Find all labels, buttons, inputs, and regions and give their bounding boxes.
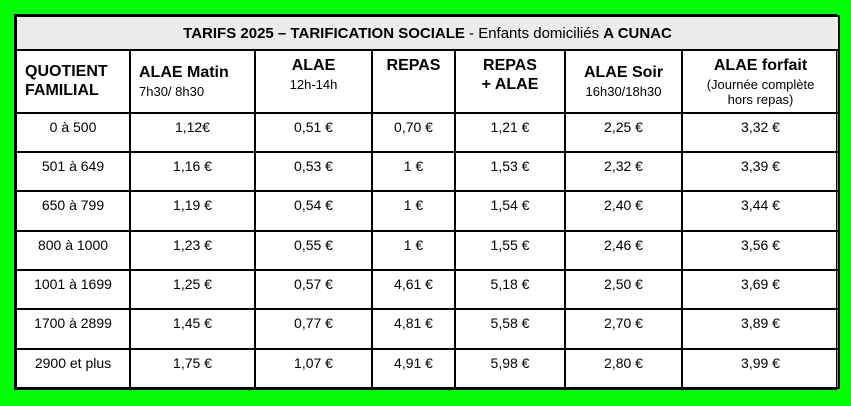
price-cell: 0,70 € (371, 111, 456, 154)
price-cell: 2,50 € (564, 269, 683, 311)
price-cell: 1 € (371, 190, 456, 232)
col-header-label: ALAE (291, 57, 336, 75)
price-cell: 1,75 € (129, 347, 256, 390)
title-main: TARIFS 2025 – TARIFICATION SOCIALE (183, 24, 465, 42)
price-cell: 4,61 € (371, 269, 456, 311)
table-row: 0 à 500 1,12€ 0,51 € 0,70 € 1,21 € 2,25 … (15, 111, 841, 154)
price-cell: 2,80 € (564, 347, 683, 390)
price-cell: 2,32 € (564, 151, 683, 193)
price-cell: 1,55 € (454, 229, 566, 272)
price-cell: 1,12€ (129, 111, 256, 154)
row-label-quotient: 2900 et plus (15, 347, 131, 390)
price-cell: 1,21 € (454, 111, 566, 154)
col-header-label: ALAE forfait (713, 57, 808, 75)
price-cell: 1,54 € (454, 190, 566, 232)
price-cell: 3,44 € (680, 190, 841, 232)
col-header-note: (Journée complète hors repas) (706, 77, 815, 108)
price-cell: 0,77 € (254, 308, 373, 350)
row-label-quotient: 0 à 500 (15, 111, 131, 154)
price-cell: 5,58 € (454, 308, 566, 350)
table-row: 650 à 799 1,19 € 0,54 € 1 € 1,54 € 2,40 … (15, 190, 841, 232)
col-header-label: REPAS + ALAE (481, 57, 539, 94)
price-cell: 2,46 € (564, 229, 683, 272)
price-cell: 1 € (371, 151, 456, 193)
tarifs-table-container: TARIFS 2025 – TARIFICATION SOCIALE - Enf… (14, 14, 841, 390)
tarifs-table: TARIFS 2025 – TARIFICATION SOCIALE - Enf… (14, 14, 841, 390)
col-header-hours: 12h-14h (289, 77, 338, 93)
col-header-quotient-familial: QUOTIENT FAMILIAL (15, 49, 131, 114)
title-location: A CUNAC (603, 24, 672, 42)
col-header-label: ALAE Soir (583, 63, 664, 81)
table-row: 2900 et plus 1,75 € 1,07 € 4,91 € 5,98 €… (15, 347, 841, 390)
col-header-hours: 16h30/18h30 (585, 83, 662, 99)
col-header-alae-midi: ALAE 12h-14h (254, 49, 373, 114)
price-cell: 0,55 € (254, 229, 373, 272)
price-cell: 3,39 € (680, 151, 841, 193)
price-cell: 1 € (371, 229, 456, 272)
price-cell: 0,53 € (254, 151, 373, 193)
table-title: TARIFS 2025 – TARIFICATION SOCIALE - Enf… (14, 14, 841, 52)
price-cell: 0,57 € (254, 269, 373, 311)
col-header-alae-soir: ALAE Soir 16h30/18h30 (564, 49, 683, 114)
table-row: 501 à 649 1,16 € 0,53 € 1 € 1,53 € 2,32 … (15, 151, 841, 193)
price-cell: 1,45 € (129, 308, 256, 350)
price-cell: 1,07 € (254, 347, 373, 390)
price-cell: 2,70 € (564, 308, 683, 350)
price-cell: 3,56 € (680, 229, 841, 272)
price-cell: 3,89 € (680, 308, 841, 350)
price-cell: 1,25 € (129, 269, 256, 311)
row-label-quotient: 800 à 1000 (15, 229, 131, 272)
row-label-quotient: 501 à 649 (15, 151, 131, 193)
table-row: 1001 à 1699 1,25 € 0,57 € 4,61 € 5,18 € … (15, 269, 841, 311)
price-cell: 2,25 € (564, 111, 683, 154)
price-cell: 1,19 € (129, 190, 256, 232)
price-cell: 1,53 € (454, 151, 566, 193)
col-header-alae-forfait: ALAE forfait (Journée complète hors repa… (680, 49, 841, 114)
row-label-quotient: 650 à 799 (15, 190, 131, 232)
price-cell: 3,69 € (680, 269, 841, 311)
col-header-label: QUOTIENT FAMILIAL (25, 62, 108, 99)
table-row: 1700 à 2899 1,45 € 0,77 € 4,81 € 5,58 € … (15, 308, 841, 350)
col-header-repas: REPAS (371, 49, 456, 114)
price-cell: 3,32 € (680, 111, 841, 154)
price-cell: 5,18 € (454, 269, 566, 311)
price-cell: 0,51 € (254, 111, 373, 154)
col-header-label: ALAE Matin (139, 63, 229, 81)
row-label-quotient: 1001 à 1699 (15, 269, 131, 311)
price-cell: 3,99 € (680, 347, 841, 390)
price-cell: 4,91 € (371, 347, 456, 390)
price-cell: 2,40 € (564, 190, 683, 232)
col-header-repas-alae: REPAS + ALAE (454, 49, 566, 114)
price-cell: 0,54 € (254, 190, 373, 232)
row-label-quotient: 1700 à 2899 (15, 308, 131, 350)
price-cell: 1,23 € (129, 229, 256, 272)
title-subtitle: - Enfants domiciliés (464, 24, 604, 42)
col-header-alae-matin: ALAE Matin 7h30/ 8h30 (129, 49, 256, 114)
price-cell: 5,98 € (454, 347, 566, 390)
col-header-hours: 7h30/ 8h30 (139, 83, 205, 99)
price-cell: 1,16 € (129, 151, 256, 193)
table-row: 800 à 1000 1,23 € 0,55 € 1 € 1,55 € 2,46… (15, 229, 841, 272)
title-row: TARIFS 2025 – TARIFICATION SOCIALE - Enf… (14, 14, 841, 52)
price-cell: 4,81 € (371, 308, 456, 350)
header-row: QUOTIENT FAMILIAL ALAE Matin 7h30/ 8h30 … (15, 49, 841, 114)
col-header-label: REPAS (386, 57, 441, 75)
